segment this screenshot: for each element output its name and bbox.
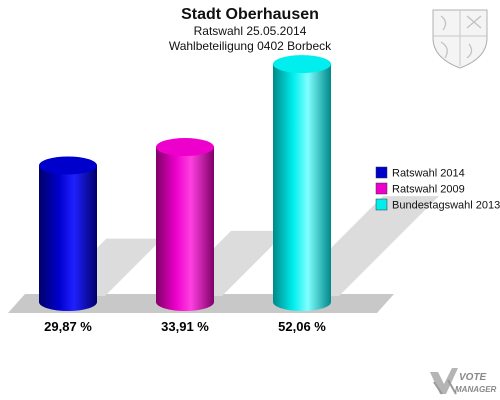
bar-body bbox=[39, 165, 97, 311]
chart-subtitle-district: Wahlbeteiligung 0402 Borbeck bbox=[169, 39, 332, 53]
value-label: 33,91 % bbox=[161, 319, 209, 334]
legend: Ratswahl 2014 Ratswahl 2009 Bundestagswahl… bbox=[375, 166, 500, 212]
chart-subtitle-election: Ratswahl 25.05.2014 bbox=[194, 24, 307, 38]
legend-swatch bbox=[375, 182, 388, 195]
bar-ratswahl-2014 bbox=[39, 156, 97, 311]
bar-ratswahl-2009 bbox=[156, 138, 214, 311]
bars bbox=[39, 55, 331, 311]
bar-top bbox=[156, 138, 214, 157]
bar-bundestagswahl-2013 bbox=[273, 55, 331, 311]
value-labels: 29,87 % 33,91 % 52,06 % bbox=[44, 319, 326, 334]
bar-shadows bbox=[49, 196, 439, 296]
chart-title: Stadt Oberhausen bbox=[181, 6, 319, 23]
vote-manager-brand-line2: MANAGER bbox=[455, 385, 497, 394]
vote-manager-logo-icon bbox=[430, 368, 458, 395]
legend-label: Bundestagswahl 2013 bbox=[392, 200, 500, 212]
bar-top bbox=[39, 156, 97, 175]
bar-top bbox=[273, 55, 331, 74]
legend-swatch bbox=[375, 198, 388, 211]
value-label: 52,06 % bbox=[278, 319, 326, 334]
bar-body bbox=[273, 64, 331, 311]
legend-swatch bbox=[375, 166, 388, 179]
bar-body bbox=[156, 147, 214, 311]
legend-label: Ratswahl 2009 bbox=[392, 184, 465, 196]
legend-label: Ratswahl 2014 bbox=[392, 168, 465, 180]
vote-manager-logo: VOTE MANAGER bbox=[430, 368, 497, 395]
vote-manager-brand-line1: VOTE bbox=[459, 372, 487, 383]
value-label: 29,87 % bbox=[44, 319, 92, 334]
coat-of-arms-icon bbox=[432, 9, 488, 69]
